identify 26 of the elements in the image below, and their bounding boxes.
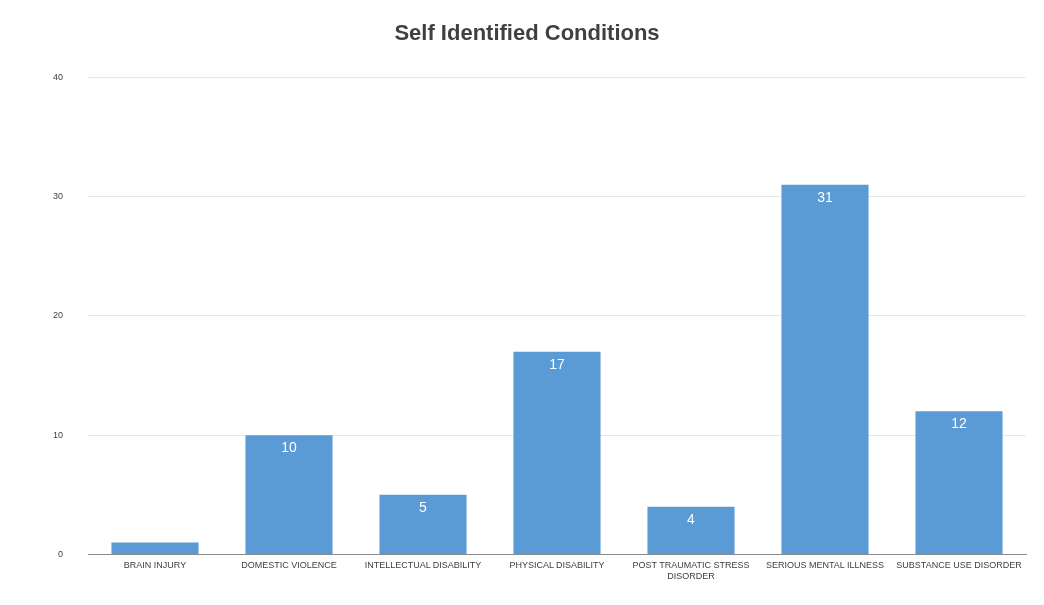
data-label: 17 [549, 355, 565, 372]
y-tick-label: 30 [53, 191, 64, 202]
y-tick-label: 0 [58, 548, 64, 559]
bar [111, 542, 199, 554]
y-tick-label: 40 [53, 71, 64, 82]
bar [647, 506, 735, 554]
bar [781, 184, 869, 554]
x-tick-label: DOMESTIC VIOLENCE [241, 560, 337, 571]
x-tick-label: SUBSTANCE USE DISORDER [896, 560, 1023, 571]
x-tick-label: POST TRAUMATIC STRESS DISORDER [632, 560, 750, 582]
data-label: 31 [817, 188, 833, 205]
chart-title: Self Identified Conditions [394, 20, 660, 46]
x-tick-label: BRAIN INJURY [123, 560, 187, 571]
data-label: 12 [951, 415, 967, 432]
bar [245, 435, 333, 554]
data-label: 10 [281, 439, 298, 456]
x-tick-label: INTELLECTUAL DISABILITY [364, 560, 482, 571]
data-label: 4 [687, 510, 696, 527]
x-tick-label: PHYSICAL DISABILITY [509, 560, 605, 571]
y-tick-label: 20 [53, 310, 64, 321]
bar [379, 494, 467, 554]
y-tick-label: 10 [53, 429, 64, 440]
bar [513, 351, 601, 554]
x-tick-label: SERIOUS MENTAL ILLNESS [765, 560, 885, 571]
bar [915, 411, 1003, 554]
data-label: 5 [419, 498, 428, 515]
